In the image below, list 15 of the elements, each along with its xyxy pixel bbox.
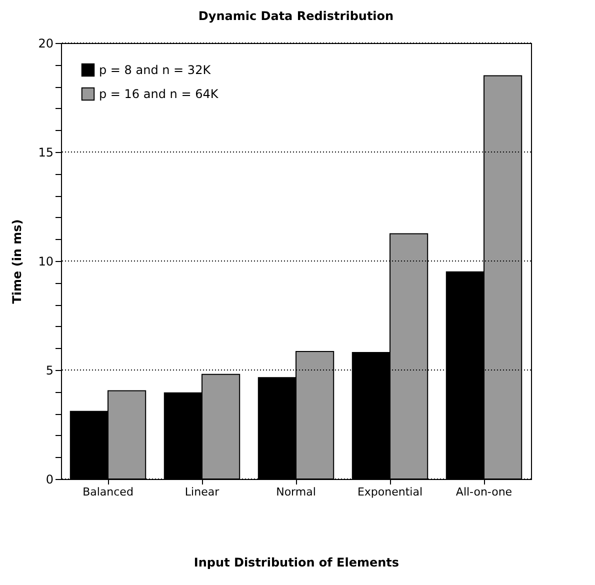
y-tick-label: 0 (46, 472, 54, 486)
x-tick-label: Balanced (82, 486, 134, 498)
y-axis-title: Time (in ms) (10, 219, 24, 304)
chart-title: Dynamic Data Redistribution (198, 9, 394, 23)
y-tick-label: 10 (38, 254, 54, 268)
x-tick-label: Linear (184, 486, 220, 498)
x-tick-label: All-on-one (456, 486, 512, 498)
legend-label: p = 16 and n = 64K (99, 87, 220, 101)
x-axis-title: Input Distribution of Elements (194, 556, 400, 570)
legend-label: p = 8 and n = 32K (99, 63, 212, 77)
y-tick-label: 5 (46, 364, 54, 378)
x-tick-label: Normal (276, 486, 316, 498)
y-tick-label: 20 (38, 36, 54, 50)
y-tick-label: 15 (38, 146, 54, 160)
x-tick-label: Exponential (357, 486, 423, 498)
